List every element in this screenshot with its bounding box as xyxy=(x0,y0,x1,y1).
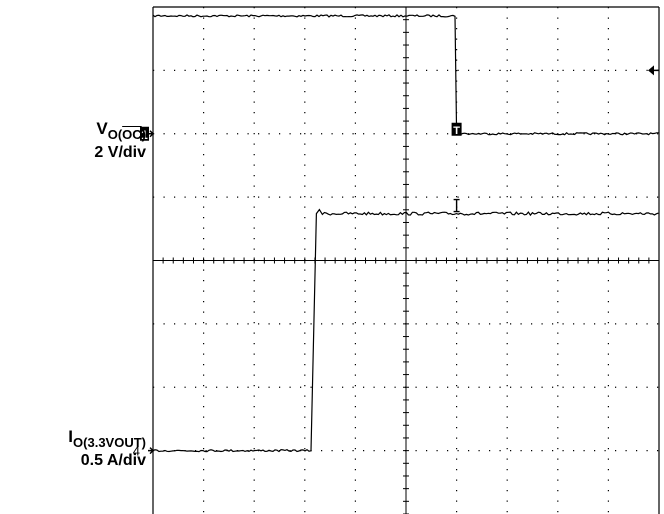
trigger-point-marker xyxy=(453,198,460,213)
channel-1-sub-close: ) xyxy=(141,127,146,142)
arrow-left-icon xyxy=(648,65,654,76)
channel-1-label: VO(OC) 2 V/div xyxy=(94,120,146,161)
ground-marker-label: 1 xyxy=(141,128,148,142)
ground-marker-arrow xyxy=(149,447,154,455)
markers: 1 4 T xyxy=(133,65,659,459)
graticule xyxy=(152,6,660,514)
channel-1-scale: 2 V/div xyxy=(94,144,146,161)
channel-4-scale: 0.5 A/div xyxy=(80,452,146,469)
channel-4-subscript: O(3.3VOUT) xyxy=(73,435,146,450)
channel-1-sub-bar: OC xyxy=(122,127,142,142)
ground-marker-arrow xyxy=(149,130,154,138)
channel-1-ground-marker: 1 xyxy=(140,126,154,142)
trigger-label: T xyxy=(453,125,460,137)
channel-4-symbol: I xyxy=(68,427,74,446)
channel-1-sub-open: O( xyxy=(107,127,123,142)
channel-1-trace xyxy=(152,14,659,136)
channel-4-trace xyxy=(152,208,659,453)
trigger-box xyxy=(451,122,462,136)
ground-marker-label: 4 xyxy=(133,444,140,459)
channel-4-ground-marker: 4 xyxy=(133,444,154,459)
traces xyxy=(152,14,659,453)
channel-1-symbol: V xyxy=(96,119,108,138)
ground-marker-box xyxy=(140,126,149,141)
channel-4-label: IO(3.3VOUT) 0.5 A/div xyxy=(68,428,146,469)
trigger-position-marker: T xyxy=(451,122,462,137)
